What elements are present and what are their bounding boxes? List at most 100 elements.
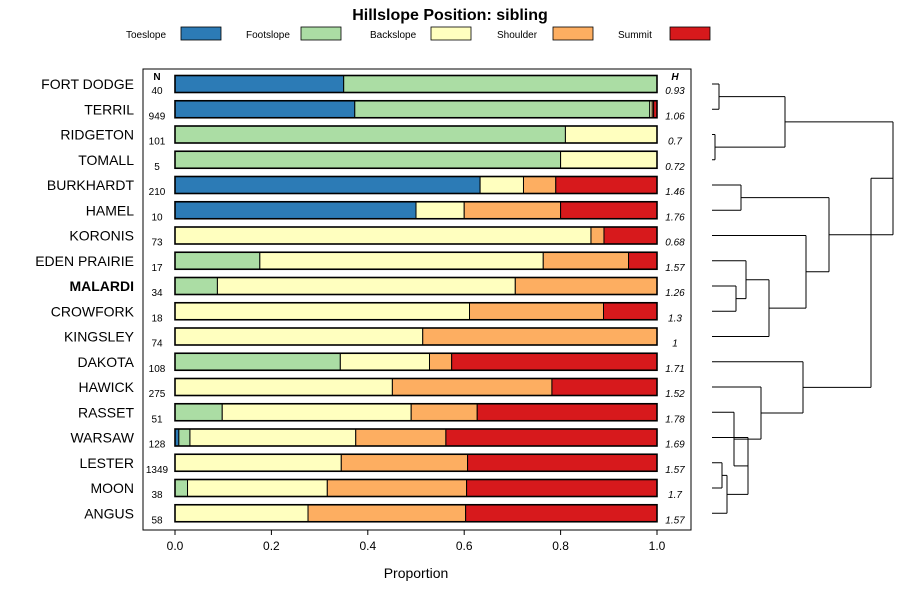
bar-backslope bbox=[187, 479, 328, 497]
soil-label: LESTER bbox=[80, 455, 134, 471]
bar-footslope bbox=[174, 125, 566, 144]
plot-frame bbox=[142, 68, 692, 531]
soil-label: RIDGETON bbox=[60, 127, 134, 143]
bar-summit bbox=[476, 403, 658, 422]
bar-outline bbox=[174, 327, 658, 346]
h-value: 1.7 bbox=[668, 490, 682, 501]
h-value: 1.26 bbox=[665, 288, 685, 299]
soil-label: MOON bbox=[90, 480, 134, 496]
soil-label: BURKHARDT bbox=[47, 177, 135, 193]
bar-toeslope bbox=[174, 176, 481, 194]
bar-summit bbox=[602, 302, 658, 321]
n-value: 5 bbox=[154, 162, 160, 173]
n-value: 17 bbox=[151, 263, 163, 274]
n-value: 18 bbox=[151, 313, 163, 324]
legend-label-shoulder: Shoulder bbox=[497, 30, 538, 41]
row-warsaw: WARSAW 128 1.69 bbox=[70, 428, 685, 451]
bar-outline bbox=[174, 276, 658, 296]
bar-toeslope bbox=[174, 75, 345, 93]
h-value: 1.69 bbox=[665, 440, 685, 451]
bar-outline bbox=[174, 200, 658, 220]
n-value: 10 bbox=[151, 212, 163, 223]
x-axis-label: Proportion bbox=[384, 565, 449, 581]
row-dakota: DAKOTA 108 1.71 bbox=[77, 352, 685, 375]
row-fort-dodge: FORT DODGE 40 0.93 bbox=[41, 74, 685, 97]
bar-shoulder bbox=[542, 251, 630, 270]
x-tick-label: 0.6 bbox=[456, 539, 473, 553]
bar-backslope bbox=[174, 327, 424, 346]
bar-shoulder bbox=[514, 277, 658, 295]
bar-shoulder bbox=[340, 453, 469, 472]
bar-backslope bbox=[339, 352, 430, 371]
row-tomall: TOMALL 5 0.72 bbox=[78, 150, 685, 173]
bar-outline bbox=[174, 377, 658, 397]
h-value: 0.93 bbox=[665, 86, 685, 97]
row-moon: MOON 38 1.7 bbox=[90, 478, 682, 501]
bar-backslope bbox=[259, 251, 544, 270]
h-value: 1.52 bbox=[665, 389, 685, 400]
row-rasset: RASSET 51 1.78 bbox=[78, 402, 685, 425]
bar-summit bbox=[467, 453, 658, 472]
bar-summit bbox=[465, 504, 658, 523]
soil-label: MALARDI bbox=[69, 278, 134, 294]
x-tick-label: 0.2 bbox=[263, 539, 280, 553]
bar-shoulder bbox=[355, 428, 447, 447]
n-value: 58 bbox=[151, 515, 163, 526]
bar-outline bbox=[174, 99, 658, 119]
h-value: 1.78 bbox=[665, 414, 685, 425]
row-lester: LESTER 1349 1.57 bbox=[80, 453, 685, 476]
n-value: 101 bbox=[149, 137, 166, 148]
bar-outline bbox=[174, 352, 658, 372]
bar-footslope bbox=[174, 251, 261, 270]
soil-label: DAKOTA bbox=[77, 354, 134, 370]
h-value: 1.57 bbox=[665, 465, 685, 476]
bar-summit bbox=[628, 251, 658, 270]
bar-footslope bbox=[174, 352, 341, 371]
bar-outline bbox=[174, 301, 658, 321]
bar-summit bbox=[555, 176, 658, 194]
legend-swatch-backslope bbox=[430, 26, 472, 41]
n-value: 128 bbox=[149, 440, 166, 451]
bar-footslope bbox=[174, 277, 218, 295]
bar-backslope bbox=[479, 176, 524, 194]
bar-footslope bbox=[174, 479, 189, 497]
x-tick-label: 1.0 bbox=[649, 539, 666, 553]
soil-label: TERRIL bbox=[84, 101, 134, 117]
h-value: 0.68 bbox=[665, 238, 685, 249]
bar-shoulder bbox=[522, 176, 557, 194]
bar-shoulder bbox=[307, 504, 467, 523]
n-value: 34 bbox=[151, 288, 163, 299]
soil-label: HAMEL bbox=[86, 202, 134, 218]
n-header: N bbox=[153, 72, 160, 83]
row-ridgeton: RIDGETON 101 0.7 bbox=[60, 125, 682, 148]
bar-outline bbox=[174, 428, 658, 447]
soil-label: FORT DODGE bbox=[41, 76, 134, 92]
row-angus: ANGUS 58 1.57 bbox=[84, 503, 685, 526]
bar-toeslope bbox=[174, 201, 417, 220]
soil-label: CROWFORK bbox=[51, 303, 135, 319]
x-tick-label: 0.8 bbox=[552, 539, 569, 553]
n-value: 73 bbox=[151, 238, 163, 249]
bar-summit bbox=[466, 479, 658, 497]
row-hawick: HAWICK 275 1.52 bbox=[79, 377, 685, 400]
bar-outline bbox=[174, 175, 658, 195]
bar-shoulder bbox=[428, 352, 453, 371]
bar-shoulder bbox=[469, 302, 604, 321]
legend-label-backslope: Backslope bbox=[370, 30, 417, 41]
legend-label-footslope: Footslope bbox=[246, 30, 290, 41]
legend-swatch-toeslope bbox=[180, 26, 222, 41]
h-value: 1.46 bbox=[665, 187, 685, 198]
bar-shoulder bbox=[422, 327, 658, 346]
x-tick-label: 0.0 bbox=[167, 539, 184, 553]
bar-backslope bbox=[174, 378, 393, 396]
bar-summit bbox=[603, 226, 658, 245]
bar-footslope bbox=[354, 100, 651, 119]
row-malardi: MALARDI 34 1.26 bbox=[69, 276, 685, 299]
bar-backslope bbox=[221, 403, 412, 422]
bar-shoulder bbox=[391, 378, 553, 396]
n-value: 51 bbox=[151, 414, 163, 425]
soil-label: EDEN PRAIRIE bbox=[35, 253, 134, 269]
h-value: 1.57 bbox=[665, 515, 685, 526]
